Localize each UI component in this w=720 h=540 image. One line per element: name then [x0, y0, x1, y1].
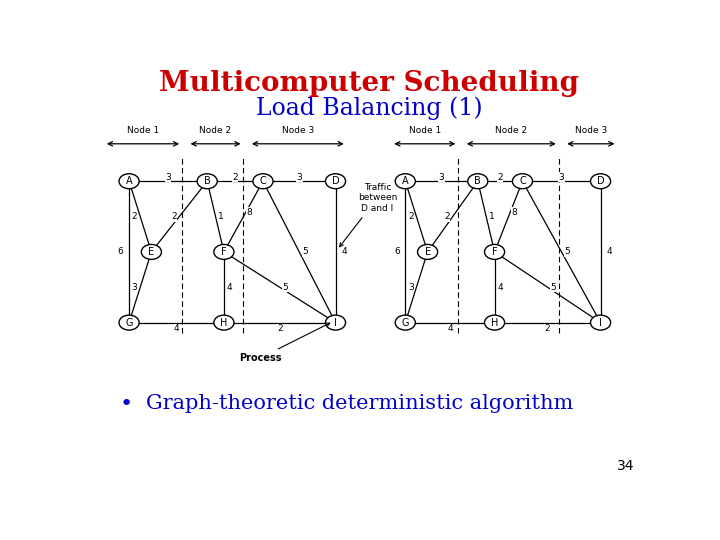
Text: 2: 2: [277, 325, 282, 333]
Text: Graph-theoretic deterministic algorithm: Graph-theoretic deterministic algorithm: [145, 394, 573, 413]
Text: 6: 6: [118, 247, 124, 256]
Circle shape: [325, 174, 346, 188]
Circle shape: [253, 174, 273, 188]
Text: I: I: [334, 318, 337, 328]
Text: 3: 3: [408, 283, 414, 292]
Text: F: F: [221, 247, 227, 257]
Text: D: D: [332, 176, 339, 186]
Text: Traffic
between
D and I: Traffic between D and I: [340, 183, 397, 247]
Circle shape: [141, 245, 161, 259]
Text: Node 2: Node 2: [199, 126, 232, 136]
Circle shape: [197, 174, 217, 188]
Text: 3: 3: [559, 173, 564, 181]
Text: 2: 2: [444, 212, 450, 221]
Text: 4: 4: [498, 283, 503, 292]
Text: •: •: [120, 394, 133, 414]
Circle shape: [485, 245, 505, 259]
Text: 5: 5: [302, 247, 307, 256]
Text: 5: 5: [282, 283, 288, 292]
Text: Node 1: Node 1: [409, 126, 441, 136]
Circle shape: [513, 174, 533, 188]
Text: 2: 2: [233, 173, 238, 181]
Text: D: D: [597, 176, 604, 186]
Text: C: C: [260, 176, 266, 186]
Text: F: F: [492, 247, 498, 257]
Text: 5: 5: [550, 283, 556, 292]
Circle shape: [485, 315, 505, 330]
Circle shape: [214, 315, 234, 330]
Text: A: A: [126, 176, 132, 186]
Text: Node 3: Node 3: [282, 126, 314, 136]
Text: G: G: [125, 318, 132, 328]
Text: H: H: [491, 318, 498, 328]
Text: 3: 3: [438, 173, 444, 181]
Text: 1: 1: [489, 212, 495, 221]
Circle shape: [325, 315, 346, 330]
Circle shape: [395, 315, 415, 330]
Text: 3: 3: [166, 173, 171, 181]
Text: 4: 4: [174, 325, 179, 333]
Text: Node 2: Node 2: [495, 126, 527, 136]
Circle shape: [119, 315, 139, 330]
Circle shape: [214, 245, 234, 259]
Text: 2: 2: [132, 212, 138, 221]
Text: 5: 5: [564, 247, 570, 256]
Text: 3: 3: [132, 283, 138, 292]
Text: E: E: [148, 247, 155, 257]
Text: 2: 2: [498, 173, 503, 181]
Circle shape: [119, 174, 139, 188]
Text: Process: Process: [239, 323, 330, 363]
Circle shape: [395, 174, 415, 188]
Text: H: H: [220, 318, 228, 328]
Text: Node 3: Node 3: [575, 126, 607, 136]
Circle shape: [590, 315, 611, 330]
Text: 4: 4: [227, 283, 233, 292]
Circle shape: [468, 174, 488, 188]
Text: 2: 2: [408, 212, 414, 221]
Text: B: B: [474, 176, 481, 186]
Text: 6: 6: [394, 247, 400, 256]
Text: 8: 8: [246, 208, 252, 217]
Text: Load Balancing (1): Load Balancing (1): [256, 97, 482, 120]
Text: 2: 2: [545, 325, 550, 333]
Text: 1: 1: [218, 212, 224, 221]
Text: G: G: [402, 318, 409, 328]
Text: Multicomputer Scheduling: Multicomputer Scheduling: [159, 70, 579, 97]
Text: A: A: [402, 176, 408, 186]
Text: 4: 4: [606, 247, 612, 256]
Circle shape: [590, 174, 611, 188]
Text: B: B: [204, 176, 210, 186]
Text: E: E: [425, 247, 431, 257]
Text: I: I: [599, 318, 602, 328]
Text: 2: 2: [171, 212, 176, 221]
Text: 34: 34: [616, 459, 634, 473]
Text: 3: 3: [297, 173, 302, 181]
Text: 4: 4: [447, 325, 453, 333]
Circle shape: [418, 245, 438, 259]
Text: 8: 8: [511, 208, 517, 217]
Text: Node 1: Node 1: [127, 126, 159, 136]
Text: 4: 4: [341, 247, 347, 256]
Text: C: C: [519, 176, 526, 186]
